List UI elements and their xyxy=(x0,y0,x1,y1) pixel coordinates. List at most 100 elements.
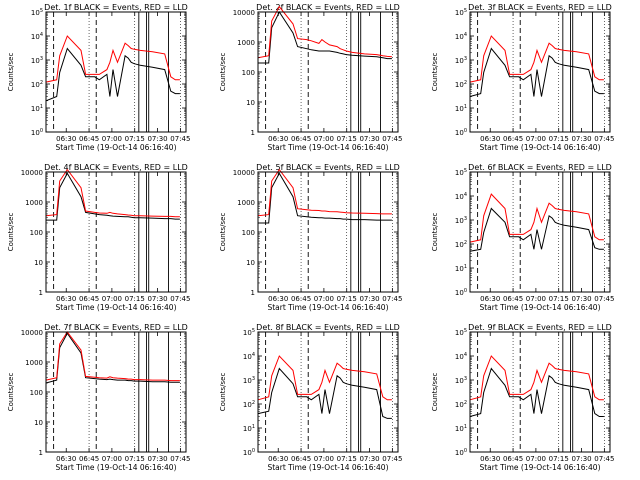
plot-frame xyxy=(257,331,399,453)
y-tick-label: 100 xyxy=(243,448,255,457)
y-axis-label: Counts/sec xyxy=(7,373,15,412)
x-tick-label: 07:00 xyxy=(526,295,546,303)
y-tick-label: 1 xyxy=(39,449,43,457)
y-tick-label: 10 xyxy=(34,259,43,267)
y-tick-label: 100 xyxy=(455,128,467,137)
events-series-line xyxy=(469,367,604,417)
x-tick-label: 07:15 xyxy=(125,135,145,143)
y-axis-label: Counts/sec xyxy=(219,53,227,92)
y-tick-label: 104 xyxy=(455,32,467,41)
x-tick-label: 07:45 xyxy=(382,455,402,463)
y-tick-label: 100 xyxy=(30,229,43,237)
x-tick-label: 06:45 xyxy=(503,295,523,303)
x-tick-label: 07:15 xyxy=(125,295,145,303)
x-tick-label: 06:30 xyxy=(268,135,288,143)
y-tick-label: 1 xyxy=(39,289,43,297)
y-axis-label: Counts/sec xyxy=(219,213,227,252)
plot-frame xyxy=(469,331,611,453)
lld-series-line xyxy=(45,331,180,382)
detector-panel: Det. 9f BLACK = Events, RED = LLD 100 101 1… xyxy=(431,323,614,472)
plot-frame xyxy=(45,171,187,293)
x-tick-label: 06:45 xyxy=(79,295,99,303)
lld-series-line xyxy=(469,35,604,83)
panel-title: Det. 6f BLACK = Events, RED = LLD xyxy=(468,163,612,172)
events-series-line xyxy=(469,207,604,252)
x-tick-label: 07:15 xyxy=(549,455,569,463)
x-axis-label: Start Time (19-Oct-14 06:16:40) xyxy=(479,143,600,152)
y-tick-label: 101 xyxy=(455,424,467,433)
y-tick-label: 103 xyxy=(455,376,467,385)
y-tick-label: 10000 xyxy=(21,329,43,337)
panel-title: Det. 7f BLACK = Events, RED = LLD xyxy=(44,323,188,332)
x-tick-label: 06:30 xyxy=(480,455,500,463)
x-tick-label: 06:45 xyxy=(291,295,311,303)
x-tick-label: 06:45 xyxy=(503,455,523,463)
detector-panel: Det. 4f BLACK = Events, RED = LLD 1 10 100 1… xyxy=(7,163,190,312)
y-tick-label: 105 xyxy=(455,168,467,177)
x-tick-label: 07:30 xyxy=(147,455,167,463)
x-tick-label: 06:30 xyxy=(56,135,76,143)
detector-panel: Det. 6f BLACK = Events, RED = LLD 100 101 1… xyxy=(431,163,614,312)
y-tick-label: 105 xyxy=(243,328,255,337)
x-axis-label: Start Time (19-Oct-14 06:16:40) xyxy=(267,303,388,312)
x-tick-label: 07:30 xyxy=(571,455,591,463)
x-tick-label: 06:30 xyxy=(56,295,76,303)
x-tick-label: 07:15 xyxy=(337,135,357,143)
panel-title: Det. 3f BLACK = Events, RED = LLD xyxy=(468,3,612,12)
y-axis-label: Counts/sec xyxy=(7,53,15,92)
y-tick-label: 1000 xyxy=(25,199,43,207)
x-tick-label: 07:30 xyxy=(147,295,167,303)
y-tick-label: 103 xyxy=(31,56,43,65)
x-tick-label: 06:45 xyxy=(291,455,311,463)
y-tick-label: 10 xyxy=(246,259,255,267)
events-series-line xyxy=(45,332,180,384)
panel-title: Det. 1f BLACK = Events, RED = LLD xyxy=(44,3,188,12)
lld-series-line xyxy=(45,168,180,218)
y-tick-label: 1000 xyxy=(237,39,255,47)
x-axis-label: Start Time (19-Oct-14 06:16:40) xyxy=(267,143,388,152)
y-tick-label: 1000 xyxy=(25,359,43,367)
y-tick-label: 10 xyxy=(34,419,43,427)
x-tick-label: 06:30 xyxy=(480,135,500,143)
x-tick-label: 07:30 xyxy=(359,135,379,143)
events-series-line xyxy=(258,172,392,224)
y-tick-label: 100 xyxy=(455,288,467,297)
x-tick-label: 07:45 xyxy=(594,295,614,303)
y-tick-label: 100 xyxy=(242,229,255,237)
lld-series-line xyxy=(469,355,604,401)
x-axis-label: Start Time (19-Oct-14 06:16:40) xyxy=(479,303,600,312)
plot-frame xyxy=(469,11,611,133)
x-tick-label: 07:15 xyxy=(549,295,569,303)
panel-title: Det. 5f BLACK = Events, RED = LLD xyxy=(256,163,400,172)
x-tick-label: 06:45 xyxy=(79,135,99,143)
y-tick-label: 104 xyxy=(31,32,43,41)
lld-series-line xyxy=(257,355,392,401)
y-tick-label: 101 xyxy=(455,264,467,273)
x-tick-label: 06:30 xyxy=(268,455,288,463)
y-tick-label: 105 xyxy=(455,328,467,337)
y-tick-label: 105 xyxy=(31,8,43,17)
panel-title: Det. 2f BLACK = Events, RED = LLD xyxy=(256,3,400,12)
plot-frame xyxy=(45,331,187,453)
y-tick-label: 100 xyxy=(242,69,255,77)
detector-panel: Det. 5f BLACK = Events, RED = LLD 1 10 100 1… xyxy=(219,163,402,312)
events-series-line xyxy=(257,367,392,419)
x-tick-label: 07:30 xyxy=(359,295,379,303)
x-tick-label: 07:30 xyxy=(571,295,591,303)
y-tick-label: 101 xyxy=(455,104,467,113)
x-tick-label: 06:45 xyxy=(79,455,99,463)
y-tick-label: 10 xyxy=(246,99,255,107)
detector-panel: Det. 2f BLACK = Events, RED = LLD 1 10 100 1… xyxy=(219,3,402,152)
panel-title: Det. 8f BLACK = Events, RED = LLD xyxy=(256,323,400,332)
y-tick-label: 100 xyxy=(31,128,43,137)
y-tick-label: 102 xyxy=(455,240,467,249)
detector-panel: Det. 3f BLACK = Events, RED = LLD 100 101 1… xyxy=(431,3,614,152)
y-tick-label: 105 xyxy=(455,8,467,17)
y-tick-label: 102 xyxy=(455,80,467,89)
y-tick-label: 102 xyxy=(243,400,255,409)
plot-frame xyxy=(257,171,399,293)
x-tick-label: 07:00 xyxy=(526,135,546,143)
panel-title: Det. 9f BLACK = Events, RED = LLD xyxy=(468,323,612,332)
x-tick-label: 07:30 xyxy=(571,135,591,143)
